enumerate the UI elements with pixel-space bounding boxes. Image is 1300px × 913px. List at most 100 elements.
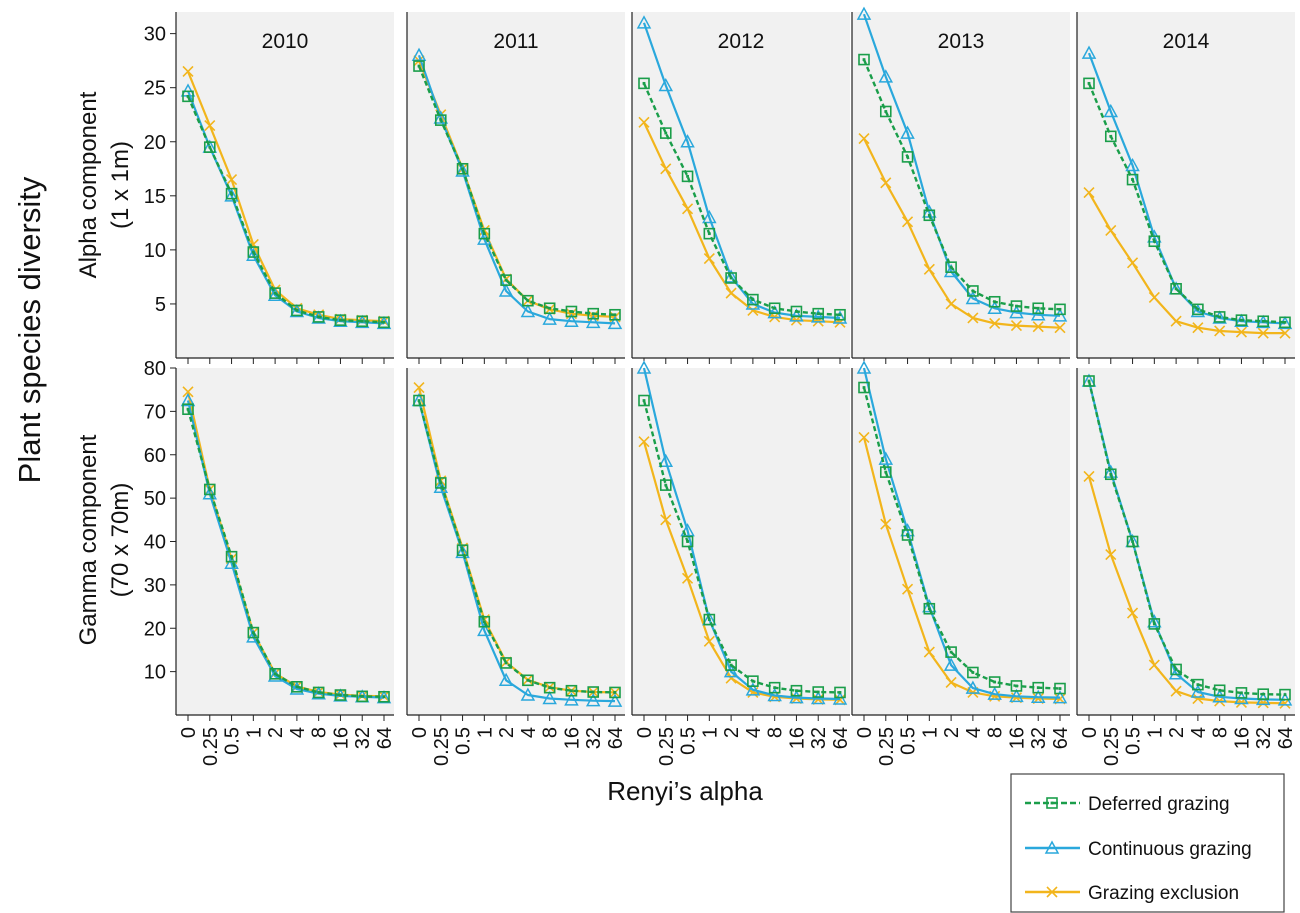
point-exclusion: [413, 381, 425, 394]
point-deferred-center: [186, 94, 190, 98]
point-deferred: [659, 127, 672, 139]
point-deferred: [565, 684, 578, 697]
series-line-continuous: [862, 13, 1061, 317]
x-tick-label: 0.5: [1123, 727, 1145, 755]
point-deferred-center: [186, 407, 190, 411]
point-deferred: [945, 646, 957, 658]
point-continuous: [878, 69, 894, 83]
point-continuous: [680, 523, 695, 537]
row1-label-line2: (1 x 1m): [107, 141, 134, 229]
point-exclusion: [703, 252, 715, 265]
point-deferred-center: [1218, 315, 1222, 319]
point-deferred: [834, 308, 846, 321]
point-deferred-center: [548, 306, 552, 310]
point-exclusion: [1279, 327, 1291, 339]
point-deferred-center: [795, 310, 798, 313]
point-continuous: [246, 629, 261, 643]
point-exclusion: [1257, 327, 1269, 339]
x-tick-label: 16: [330, 727, 352, 749]
point-deferred: [609, 686, 621, 699]
point-deferred: [1170, 663, 1182, 676]
point-continuous: [832, 310, 848, 324]
point-exclusion: [1235, 326, 1248, 338]
point-deferred: [638, 77, 650, 90]
point-deferred-center: [339, 693, 342, 697]
point-deferred: [812, 307, 825, 320]
point-continuous: [636, 15, 652, 29]
legend: Deferred grazing Continuous grazing Grazin…: [1010, 773, 1285, 913]
point-deferred: [203, 483, 216, 496]
x-tick-label: 0: [634, 727, 656, 738]
point-deferred: [1257, 315, 1270, 328]
point-deferred-center: [417, 64, 421, 68]
point-exclusion: [1105, 224, 1117, 236]
point-continuous: [745, 296, 761, 310]
point-deferred: [967, 285, 979, 297]
point-deferred-center: [1036, 306, 1040, 310]
point-exclusion: [1126, 607, 1139, 619]
point-deferred-center: [295, 685, 299, 689]
point-deferred-center: [273, 672, 277, 676]
row2-label-line1: Gamma component: [75, 434, 102, 645]
point-exclusion: [225, 174, 238, 186]
x-tick-label: 0.5: [678, 727, 700, 755]
point-continuous: [1103, 103, 1119, 118]
point-continuous: [542, 311, 557, 325]
point-deferred-center: [707, 618, 711, 621]
point-deferred-center: [1087, 379, 1091, 383]
point-continuous: [289, 303, 305, 318]
point-deferred: [434, 477, 447, 489]
legend-label: Continuous grazing: [1088, 839, 1252, 860]
point-deferred: [478, 615, 491, 628]
point-deferred: [1213, 311, 1226, 323]
x-tick-label: 32: [808, 727, 830, 749]
point-deferred: [269, 287, 281, 299]
point-exclusion: [660, 163, 672, 175]
series-line-exclusion: [643, 121, 841, 324]
point-deferred: [747, 675, 759, 687]
point-continuous: [767, 687, 782, 702]
point-continuous: [1009, 305, 1024, 319]
point-exclusion: [638, 436, 650, 448]
point-continuous: [856, 6, 872, 20]
x-tick-label: 32: [1253, 727, 1275, 749]
x-tick-label: 0.25: [1101, 727, 1123, 766]
y-tick-label: 20: [144, 132, 166, 154]
point-deferred-center: [1196, 307, 1200, 311]
point-continuous: [789, 690, 804, 704]
point-deferred-center: [838, 691, 842, 694]
point-deferred: [1126, 173, 1139, 186]
point-deferred-center: [482, 620, 486, 624]
point-continuous: [477, 622, 492, 637]
point-exclusion: [1148, 291, 1160, 304]
point-deferred-center: [360, 319, 364, 323]
point-continuous: [723, 269, 739, 283]
point-exclusion: [1170, 315, 1182, 327]
x-tick-label: 64: [1050, 727, 1072, 749]
point-deferred: [703, 227, 716, 240]
x-tick-label: 0: [409, 727, 431, 738]
point-deferred-center: [686, 540, 689, 543]
point-deferred-center: [816, 690, 820, 694]
x-tick-label: 32: [1028, 727, 1050, 749]
point-deferred-center: [461, 548, 464, 552]
point-deferred-center: [1240, 318, 1243, 322]
x-tick-label: 0: [1079, 727, 1101, 738]
point-deferred-center: [884, 110, 888, 113]
point-continuous: [1030, 689, 1046, 703]
outer-y-axis-label: Plant species diversity: [12, 176, 47, 483]
point-deferred-center: [482, 232, 486, 236]
point-deferred: [378, 316, 390, 329]
point-deferred-center: [816, 312, 820, 316]
point-deferred-center: [295, 309, 299, 312]
point-continuous: [943, 263, 959, 278]
point-continuous: [745, 682, 761, 696]
point-deferred-center: [927, 607, 931, 611]
point-exclusion: [858, 431, 870, 443]
point-deferred-center: [1152, 239, 1156, 243]
point-continuous: [498, 283, 514, 297]
point-deferred: [1192, 678, 1204, 691]
point-continuous: [1234, 313, 1249, 327]
legend-frame: [1010, 773, 1285, 913]
series-line-continuous: [1087, 52, 1286, 325]
